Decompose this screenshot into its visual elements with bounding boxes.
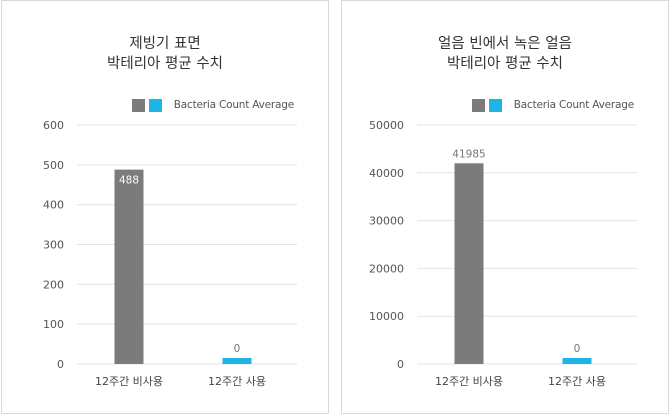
y-tick-label: 0 (397, 358, 404, 371)
y-tick-label: 100 (43, 318, 64, 331)
bar-value-label: 0 (574, 343, 581, 355)
chart-title: 제빙기 표면 박테리아 평균 수치 (2, 34, 328, 74)
y-tick-label: 30000 (369, 215, 404, 228)
chart-legend: Bacteria Count Average (471, 98, 634, 112)
legend-swatch-gray (131, 98, 145, 112)
chart-title: 얼음 빈에서 녹은 얼음 박테리아 평균 수치 (342, 34, 668, 74)
legend-label: Bacteria Count Average (513, 99, 634, 111)
legend-swatch-gray (471, 98, 485, 112)
chart-plot-area: 0 100 200 300 400 500 600 488 12주간 비사용 0 12주간 사용 (43, 119, 297, 388)
x-category-label: 12주간 사용 (548, 375, 606, 388)
y-tick-label: 400 (43, 199, 64, 212)
y-tick-label: 300 (43, 239, 64, 252)
chart-title-line-2: 박테리아 평균 수치 (447, 56, 563, 72)
bacteria-chart-ice-machine-surface: 제빙기 표면 박테리아 평균 수치 Bacteria Count Average… (1, 0, 329, 414)
chart-title-line-1: 얼음 빈에서 녹은 얼음 (438, 36, 572, 52)
y-tick-label: 40000 (369, 167, 404, 180)
y-tick-label: 600 (43, 119, 64, 132)
bar-1 (222, 358, 252, 364)
chart-legend: Bacteria Count Average (131, 98, 294, 112)
x-category-label: 12주간 비사용 (435, 375, 503, 388)
y-tick-label: 500 (43, 159, 64, 172)
bar-value-label: 41985 (452, 148, 485, 160)
legend-swatch-blue (148, 98, 162, 112)
y-tick-label: 10000 (369, 310, 404, 323)
chart-title-line-2: 박테리아 평균 수치 (107, 56, 223, 72)
y-tick-label: 0 (57, 358, 64, 371)
chart-title-line-1: 제빙기 표면 (129, 36, 201, 52)
bar-value-label: 0 (234, 343, 241, 355)
bacteria-chart-melted-ice-bin: 얼음 빈에서 녹은 얼음 박테리아 평균 수치 Bacteria Count A… (341, 0, 669, 414)
bar-value-label: 488 (119, 175, 139, 187)
bar-0 (454, 163, 484, 364)
x-category-label: 12주간 사용 (208, 375, 266, 388)
y-tick-label: 50000 (369, 119, 404, 132)
y-tick-label: 200 (43, 278, 64, 291)
legend-label: Bacteria Count Average (173, 99, 294, 111)
x-category-label: 12주간 비사용 (95, 375, 163, 388)
bar-0 (114, 169, 144, 364)
chart-plot-area: 0 10000 20000 30000 40000 50000 41985 12주간 비사용 0… (369, 119, 637, 388)
legend-swatch-blue (488, 98, 502, 112)
y-tick-label: 20000 (369, 262, 404, 275)
bar-1 (562, 358, 592, 364)
